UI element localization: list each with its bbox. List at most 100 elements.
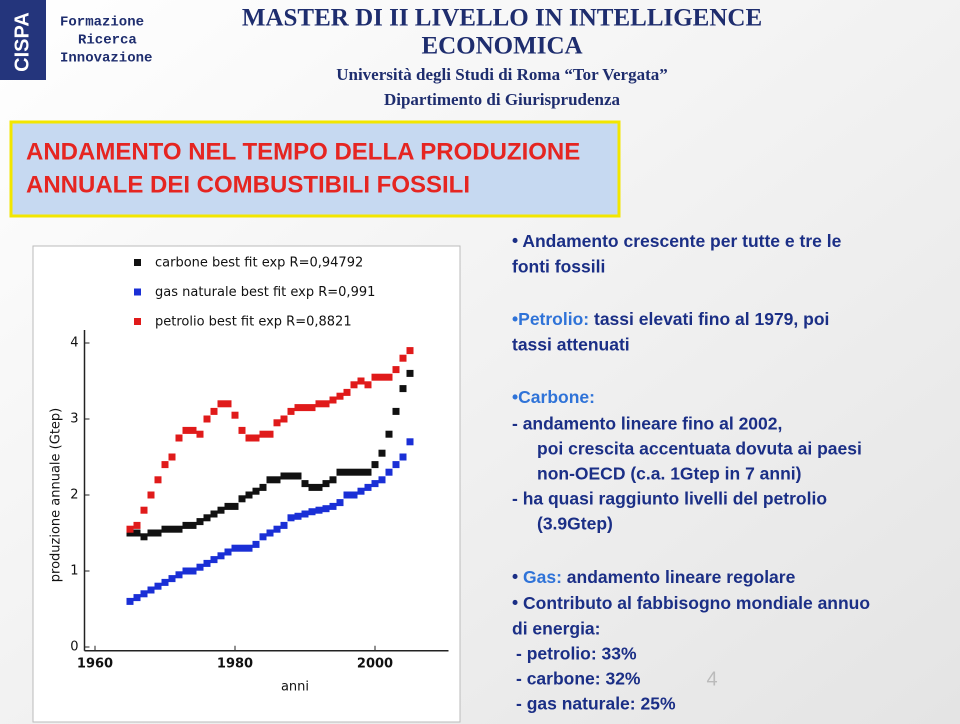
- y-tick-label: 4: [70, 336, 78, 351]
- point: [245, 544, 253, 552]
- logo-block: [0, 0, 46, 80]
- point: [189, 426, 197, 434]
- point: [287, 514, 295, 522]
- point: [406, 347, 414, 355]
- point: [126, 597, 134, 605]
- header-title: MASTER DI II LIVELLO IN INTELLIGENCE: [242, 5, 762, 32]
- point: [308, 404, 316, 412]
- point: [147, 491, 155, 499]
- point: [329, 476, 337, 484]
- note-line: •Petrolio: tassi elevati fino al 1979, p…: [512, 309, 829, 329]
- point: [378, 449, 386, 457]
- point: [210, 556, 218, 564]
- point: [203, 559, 211, 567]
- point: [287, 472, 295, 480]
- notes: • Andamento crescente per tutte e tre le…: [512, 231, 870, 714]
- point: [217, 552, 225, 560]
- x-axis-label: anni: [281, 680, 309, 695]
- header-title: ECONOMICA: [421, 33, 582, 60]
- slide-title: ANDAMENTO NEL TEMPO DELLA PRODUZIONE: [26, 138, 580, 165]
- point: [203, 514, 211, 522]
- legend-label: gas naturale best fit exp R=0,991: [155, 285, 375, 300]
- point: [147, 529, 155, 537]
- note-line: •Carbone:: [512, 387, 595, 407]
- point: [252, 487, 260, 495]
- point: [315, 506, 323, 514]
- point: [231, 502, 239, 510]
- legend-label: carbone best fit exp R=0,94792: [155, 256, 363, 271]
- note-line: • Contributo al fabbisogno mondiale annu…: [512, 593, 870, 613]
- point: [280, 521, 288, 529]
- point: [399, 385, 407, 393]
- point: [224, 502, 232, 510]
- point: [133, 521, 141, 529]
- point: [378, 373, 386, 381]
- point: [182, 521, 190, 529]
- point: [364, 381, 372, 389]
- point: [273, 476, 281, 484]
- point: [280, 472, 288, 480]
- point: [329, 502, 337, 510]
- point: [294, 472, 302, 480]
- legend-marker: [134, 288, 141, 296]
- point: [336, 499, 344, 507]
- point: [231, 544, 239, 552]
- point: [350, 491, 358, 499]
- note-line: - ha quasi raggiunto livelli del petroli…: [512, 489, 827, 509]
- point: [322, 505, 330, 513]
- tagline: Ricerca: [78, 33, 137, 49]
- legend-label: petrolio best fit exp R=0,8821: [155, 315, 352, 330]
- point: [140, 506, 148, 514]
- y-tick-label: 2: [70, 488, 78, 503]
- point: [343, 491, 351, 499]
- x-tick-label: 1980: [217, 656, 253, 671]
- point: [175, 434, 183, 442]
- point: [371, 480, 379, 488]
- point: [175, 571, 183, 579]
- slide-title: ANNUALE DEI COMBUSTIBILI FOSSILI: [26, 171, 470, 198]
- point: [378, 476, 386, 484]
- y-tick-label: 0: [70, 640, 78, 655]
- point: [224, 548, 232, 556]
- point: [266, 529, 274, 537]
- point: [168, 525, 176, 533]
- note-line: - carbone: 32%: [516, 669, 641, 689]
- point: [231, 411, 239, 419]
- point: [161, 461, 169, 469]
- point: [210, 510, 218, 518]
- point: [336, 468, 344, 476]
- note-line: poi crescita accentuata dovuta ai paesi: [537, 439, 862, 459]
- point: [399, 354, 407, 362]
- point: [154, 582, 162, 590]
- point: [364, 483, 372, 491]
- department: Dipartimento di Giurisprudenza: [384, 90, 621, 109]
- logo: CISPA: [11, 12, 33, 72]
- point: [357, 377, 365, 385]
- point: [301, 404, 309, 412]
- point: [266, 430, 274, 438]
- point: [294, 512, 302, 520]
- y-axis-label: produzione annuale (Gtep): [49, 408, 64, 582]
- y-tick-label: 1: [70, 564, 78, 579]
- note-line: fonti fossili: [512, 257, 605, 277]
- point: [406, 438, 414, 446]
- note-line: - petrolio: 33%: [516, 644, 637, 664]
- point: [350, 468, 358, 476]
- point: [196, 518, 204, 526]
- point: [364, 468, 372, 476]
- point: [126, 529, 134, 537]
- point: [182, 567, 190, 575]
- point: [154, 529, 162, 537]
- point: [161, 525, 169, 533]
- point: [140, 533, 148, 541]
- point: [245, 491, 253, 499]
- point: [126, 525, 134, 533]
- point: [336, 392, 344, 400]
- x-tick-label: 2000: [357, 656, 393, 671]
- point: [217, 506, 225, 514]
- point: [259, 430, 267, 438]
- point: [252, 434, 260, 442]
- point: [168, 453, 176, 461]
